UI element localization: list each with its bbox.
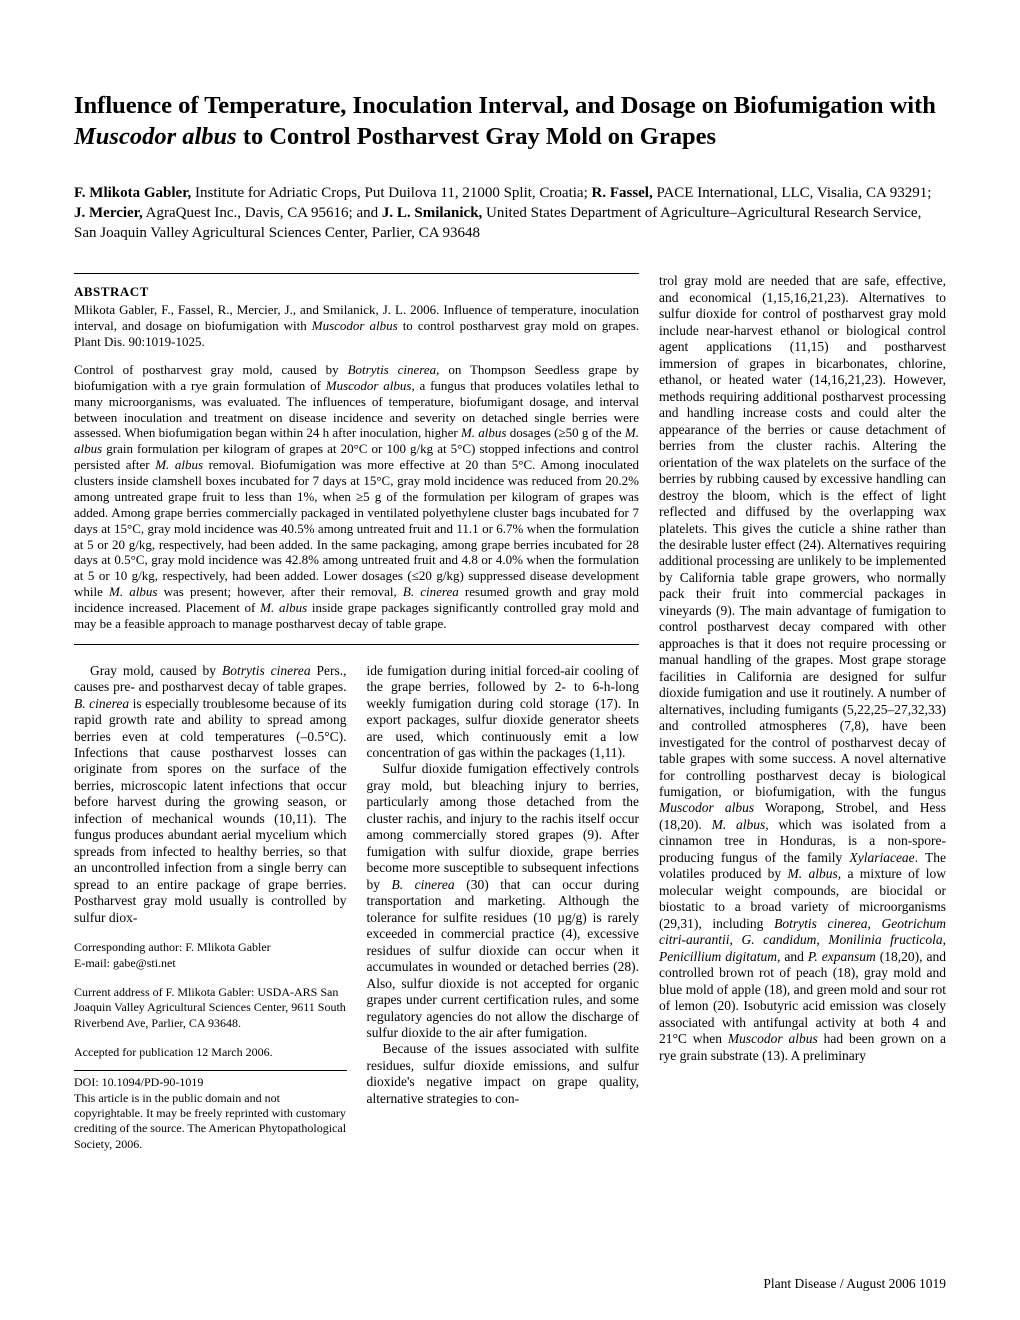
doi: DOI: 10.1094/PD-90-1019	[74, 1075, 347, 1090]
corresponding-author: Corresponding author: F. Mlikota Gabler	[74, 940, 347, 955]
body-columns-left: Gray mold, caused by Botrytis cinerea Pe…	[74, 663, 639, 1152]
col2-p2: Sulfur dioxide fumigation effectively co…	[367, 761, 640, 1041]
corresponding-email: E-mail: gabe@sti.net	[74, 956, 347, 971]
abstract-body: Control of postharvest gray mold, caused…	[74, 362, 639, 632]
article-title: Influence of Temperature, Inoculation In…	[74, 90, 946, 153]
body-col-2: ide fumigation during initial forced-air…	[367, 663, 640, 1152]
title-italic: Muscodor albus	[74, 123, 237, 150]
abstract-block: ABSTRACT Mlikota Gabler, F., Fassel, R.,…	[74, 273, 639, 1152]
abstract-citation: Mlikota Gabler, F., Fassel, R., Mercier,…	[74, 302, 639, 350]
footnote-rule	[74, 1070, 347, 1071]
title-pre: Influence of Temperature, Inoculation In…	[74, 92, 936, 119]
title-post: to Control Postharvest Gray Mold on Grap…	[237, 123, 716, 150]
accepted-date: Accepted for publication 12 March 2006.	[74, 1045, 347, 1060]
upper-columns: ABSTRACT Mlikota Gabler, F., Fassel, R.,…	[74, 273, 946, 1152]
body-col-3: trol gray mold are needed that are safe,…	[659, 273, 946, 1152]
col2-p1: ide fumigation during initial forced-air…	[367, 663, 640, 762]
copyright-notice: This article is in the public domain and…	[74, 1091, 347, 1152]
author-block: F. Mlikota Gabler, Institute for Adriati…	[74, 183, 946, 244]
body-col-1: Gray mold, caused by Botrytis cinerea Pe…	[74, 663, 347, 1152]
current-address: Current address of F. Mlikota Gabler: US…	[74, 985, 347, 1031]
rule-top	[74, 273, 639, 274]
col1-p1: Gray mold, caused by Botrytis cinerea Pe…	[74, 663, 347, 927]
page-footer: Plant Disease / August 2006 1019	[763, 1276, 946, 1292]
col2-p3: Because of the issues associated with su…	[367, 1041, 640, 1107]
page-container: Influence of Temperature, Inoculation In…	[0, 0, 1020, 1320]
abstract-heading: ABSTRACT	[74, 284, 639, 300]
rule-bottom	[74, 644, 639, 645]
